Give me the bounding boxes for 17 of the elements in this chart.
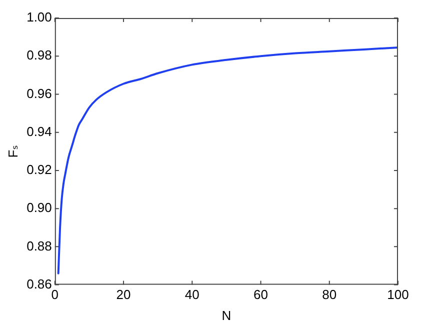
x-tick-label: 100	[387, 287, 409, 302]
y-tick-label: 0.86	[26, 276, 52, 292]
y-tick-label: 0.90	[26, 200, 52, 216]
line-series	[57, 46, 398, 274]
y-tick-label: 0.96	[26, 86, 52, 101]
x-tick-label: 60	[254, 287, 268, 302]
y-tick-label: 0.92	[26, 162, 52, 178]
x-axis-title: N	[222, 308, 232, 323]
x-tick-label: 0	[51, 287, 59, 302]
x-tick-label: 80	[322, 287, 337, 302]
y-tick-label: 0.88	[26, 238, 52, 254]
y-tick-label: 0.98	[26, 48, 52, 63]
y-axis-title: Fₛ	[5, 144, 20, 158]
x-tick-label: 20	[116, 287, 131, 302]
y-tick-label: 0.94	[26, 124, 52, 139]
y-tick-label: 1.00	[26, 10, 52, 25]
x-tick-label: 40	[184, 287, 200, 302]
